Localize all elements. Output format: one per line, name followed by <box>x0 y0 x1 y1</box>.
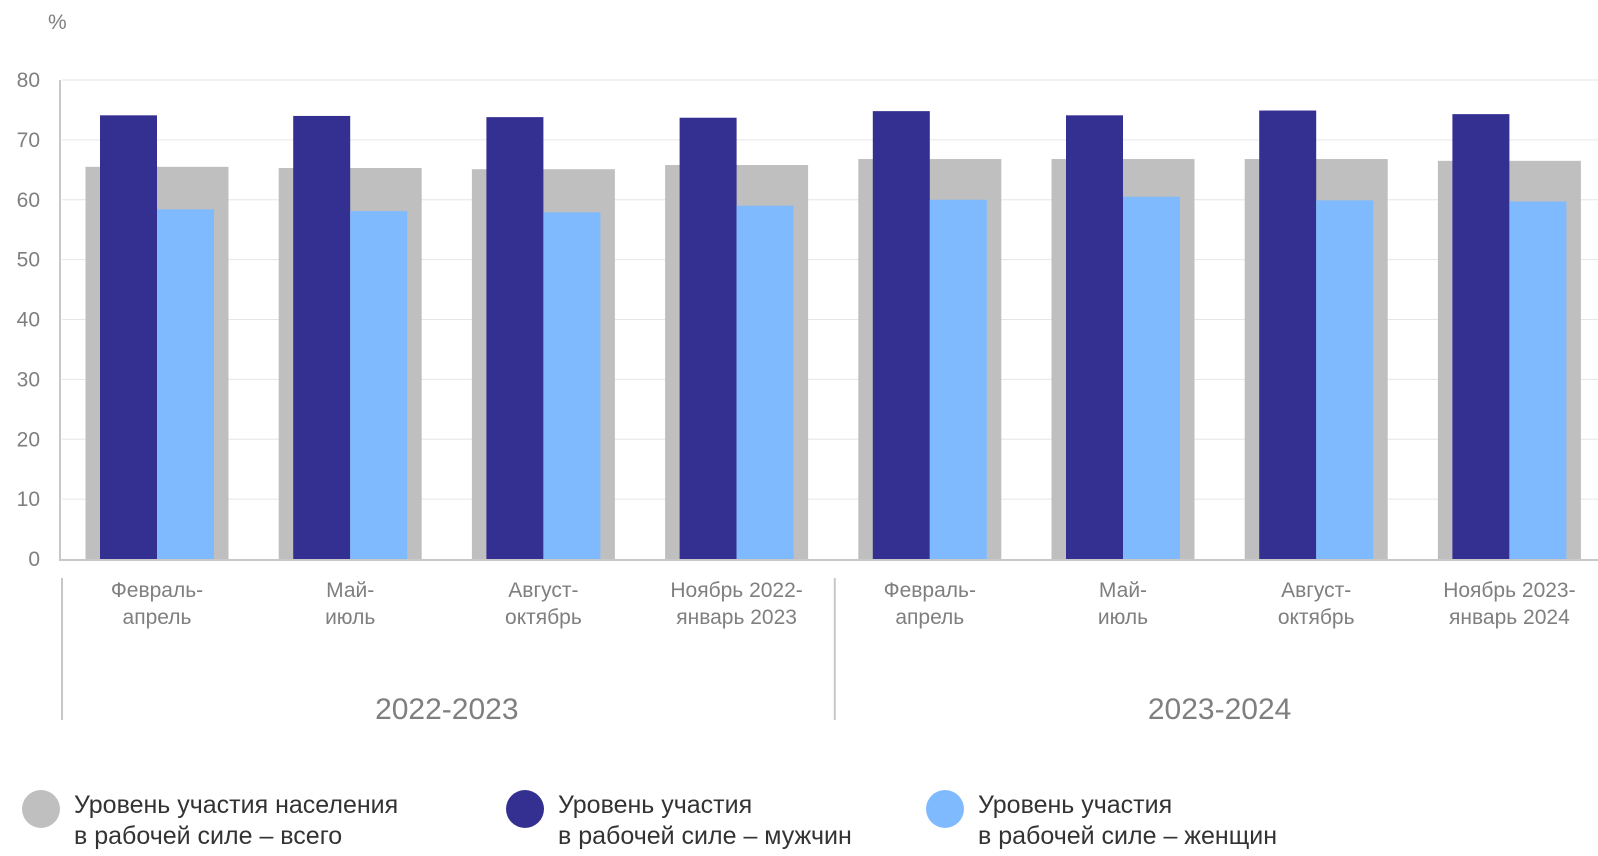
bar-men <box>1066 115 1123 560</box>
x-tick-label: апрель <box>123 606 192 629</box>
x-tick-label: Май- <box>326 579 374 602</box>
y-tick-label: 80 <box>17 69 40 92</box>
bar-women <box>736 205 794 560</box>
legend-item-total: Уровень участия населения в рабочей силе… <box>22 790 398 852</box>
bar-men <box>679 117 737 559</box>
bar-men <box>293 115 351 560</box>
legend-label-total-line2: в рабочей силе – всего <box>74 822 343 850</box>
legend-label-men-line1: Уровень участия <box>558 791 753 819</box>
bar-men <box>100 115 157 560</box>
x-tick-label: октябрь <box>1278 606 1355 629</box>
x-tick-label: январь 2023 <box>676 606 797 629</box>
x-tick-label: июль <box>1098 606 1148 629</box>
group-label: 2022-2023 <box>375 693 518 726</box>
y-tick-label: 0 <box>28 548 40 571</box>
bar-men <box>1259 110 1317 559</box>
y-unit-label: % <box>48 11 67 34</box>
bar-women <box>157 209 214 559</box>
legend-swatch-women <box>926 790 964 828</box>
y-tick-label: 40 <box>17 309 40 332</box>
bar-women <box>1123 196 1180 559</box>
x-tick-label: Август- <box>1281 579 1351 602</box>
bar-men <box>872 111 930 559</box>
legend-label-men-line2: в рабочей силе – мужчин <box>558 822 852 850</box>
y-tick-label: 10 <box>17 488 40 511</box>
x-tick-label: Февраль- <box>884 579 976 602</box>
x-tick-label: Май- <box>1099 579 1147 602</box>
bar-women <box>350 211 408 559</box>
y-axis-ticks: 0 10 20 30 40 50 60 70 80 <box>17 69 40 571</box>
legend-label-women-line2: в рабочей силе – женщин <box>978 822 1278 850</box>
axes <box>59 80 1598 720</box>
bar-men <box>486 117 544 559</box>
legend-item-men: Уровень участия в рабочей силе – мужчин <box>506 790 852 852</box>
x-tick-label: апрель <box>895 606 964 629</box>
y-tick-label: 70 <box>17 129 40 152</box>
x-tick-label: октябрь <box>505 606 582 629</box>
x-tick-label: Ноябрь 2023- <box>1443 579 1575 602</box>
bar-women <box>1509 201 1567 559</box>
x-tick-label: Февраль- <box>111 579 203 602</box>
legend-label-total-line1: Уровень участия населения <box>74 791 399 819</box>
bar-women <box>1316 200 1374 559</box>
chart: % 0 10 20 30 40 50 60 70 80 Февраль-апрель Май-ию… <box>17 11 1598 726</box>
legend-label-women-line1: Уровень участия <box>978 791 1173 819</box>
y-tick-label: 20 <box>17 428 40 451</box>
bar-men <box>1452 114 1510 559</box>
legend: Уровень участия населения в рабочей силе… <box>0 790 1598 856</box>
x-tick-label: июль <box>325 606 375 629</box>
bar-women <box>929 199 987 559</box>
x-tick-label: Ноябрь 2022- <box>670 579 802 602</box>
bar-women <box>543 212 601 560</box>
y-tick-label: 60 <box>17 189 40 212</box>
x-axis-labels: Февраль-апрель Май-июль Август-октябрь Нояб… <box>111 579 1576 726</box>
legend-item-women: Уровень участия в рабочей силе – женщин <box>926 790 1277 852</box>
x-tick-label: январь 2024 <box>1449 606 1570 629</box>
legend-swatch-men <box>506 790 544 828</box>
bars <box>85 110 1581 560</box>
x-tick-label: Август- <box>508 579 578 602</box>
group-label: 2023-2024 <box>1148 693 1291 726</box>
y-tick-label: 50 <box>17 249 40 272</box>
y-tick-label: 30 <box>17 368 40 391</box>
legend-swatch-total <box>22 790 60 828</box>
